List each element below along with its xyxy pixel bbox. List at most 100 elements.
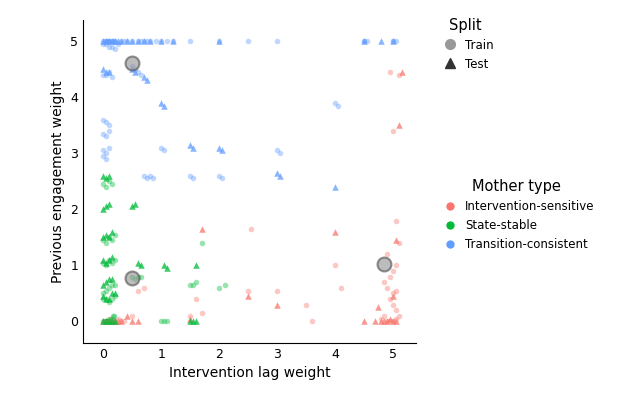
Point xyxy=(127,203,138,210)
Point xyxy=(159,147,170,154)
Point xyxy=(243,293,253,299)
Point xyxy=(108,313,118,319)
Point xyxy=(101,38,111,44)
Point xyxy=(385,316,395,322)
Point xyxy=(101,184,111,190)
Point xyxy=(130,69,140,75)
Point xyxy=(191,318,201,325)
Point xyxy=(127,66,138,72)
Point xyxy=(107,237,117,243)
Point xyxy=(107,276,117,282)
Point xyxy=(214,284,225,291)
Point xyxy=(362,38,372,44)
Point xyxy=(104,234,115,240)
Point xyxy=(101,296,111,302)
Point xyxy=(373,304,383,310)
Point xyxy=(99,130,109,137)
Point xyxy=(110,290,120,297)
Point xyxy=(99,318,109,325)
Point xyxy=(376,318,387,325)
Point xyxy=(185,313,195,319)
Point xyxy=(107,43,117,50)
Point xyxy=(136,273,146,280)
Point xyxy=(99,206,109,212)
Point xyxy=(390,217,401,224)
Point xyxy=(110,231,120,238)
Point xyxy=(116,38,126,44)
Point xyxy=(162,318,172,325)
Point xyxy=(136,38,146,44)
Legend: Intervention-sensitive, State-stable, Transition-consistent: Intervention-sensitive, State-stable, Tr… xyxy=(438,179,595,251)
Point xyxy=(333,102,343,109)
Point xyxy=(107,74,117,81)
Point xyxy=(359,38,369,44)
Point xyxy=(107,181,117,187)
Point xyxy=(101,175,111,182)
Point xyxy=(133,273,143,280)
Point xyxy=(100,38,111,44)
Point xyxy=(113,38,123,44)
Point xyxy=(141,175,152,182)
Point xyxy=(139,74,149,81)
Point xyxy=(301,301,311,308)
Point xyxy=(272,170,282,176)
Point xyxy=(272,147,282,154)
Point xyxy=(101,240,111,246)
Point xyxy=(104,38,115,44)
Point xyxy=(104,256,115,263)
Point xyxy=(185,173,195,179)
Point xyxy=(141,77,152,84)
Point xyxy=(390,316,401,322)
Point xyxy=(191,279,201,285)
Point xyxy=(185,38,195,44)
Point xyxy=(168,38,178,44)
Point xyxy=(110,293,120,299)
Point xyxy=(385,296,395,302)
Point xyxy=(185,282,195,288)
Point xyxy=(188,282,198,288)
Point xyxy=(101,259,111,266)
Point xyxy=(99,318,109,325)
Point xyxy=(101,69,111,75)
Point xyxy=(107,290,117,297)
Point xyxy=(99,290,109,297)
Point xyxy=(118,38,129,44)
Point xyxy=(390,288,401,294)
Point xyxy=(101,296,111,302)
Point xyxy=(162,38,172,44)
Point xyxy=(101,318,111,325)
Point xyxy=(214,173,225,179)
Point xyxy=(116,318,126,325)
Point xyxy=(148,175,158,182)
Point xyxy=(104,276,115,282)
Point xyxy=(390,237,401,243)
Point xyxy=(145,38,155,44)
Point xyxy=(101,203,111,210)
Point xyxy=(150,38,161,44)
Point xyxy=(330,100,340,106)
Point xyxy=(335,284,346,291)
Point xyxy=(330,229,340,235)
Point xyxy=(156,38,166,44)
Point xyxy=(275,173,285,179)
Point xyxy=(104,284,115,291)
Point xyxy=(127,63,138,69)
Point xyxy=(122,38,132,44)
Point xyxy=(106,38,116,44)
Point xyxy=(110,256,120,263)
Point xyxy=(106,316,116,322)
Point xyxy=(99,173,109,179)
Point xyxy=(104,145,115,151)
Point xyxy=(376,38,387,44)
Point xyxy=(104,38,115,44)
Point xyxy=(109,313,119,319)
Point xyxy=(110,318,120,325)
Point xyxy=(139,173,149,179)
Point xyxy=(359,38,369,44)
Point xyxy=(99,282,109,288)
Legend: Train, Test: Train, Test xyxy=(438,18,493,71)
Point xyxy=(113,316,123,322)
Point xyxy=(103,38,113,44)
Point xyxy=(379,261,389,268)
Point xyxy=(272,38,282,44)
